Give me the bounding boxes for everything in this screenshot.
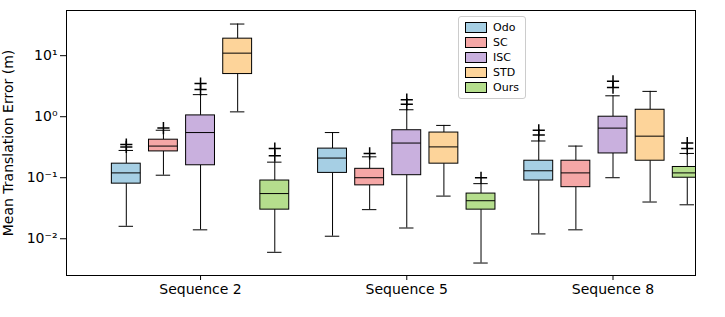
- html-text:Odo: Odo: [493, 21, 516, 34]
- html-text:ISC: ISC: [493, 51, 511, 64]
- svg-text:Sequence 5: Sequence 5: [366, 281, 448, 297]
- svg-text:Sequence 8: Sequence 8: [572, 281, 654, 297]
- svg-text:Mean Translation Error (m): Mean Translation Error (m): [0, 50, 16, 236]
- html-text:STD: STD: [493, 66, 516, 79]
- svg-text:10¹: 10¹: [34, 47, 57, 63]
- svg-text:10⁻²: 10⁻²: [27, 230, 58, 246]
- svg-text:Sequence 2: Sequence 2: [159, 281, 241, 297]
- html-text:SC: SC: [493, 36, 508, 49]
- svg-text:10⁻¹: 10⁻¹: [27, 169, 58, 185]
- html-text:Ours: Ours: [493, 81, 519, 94]
- svg-text:10⁰: 10⁰: [34, 108, 58, 124]
